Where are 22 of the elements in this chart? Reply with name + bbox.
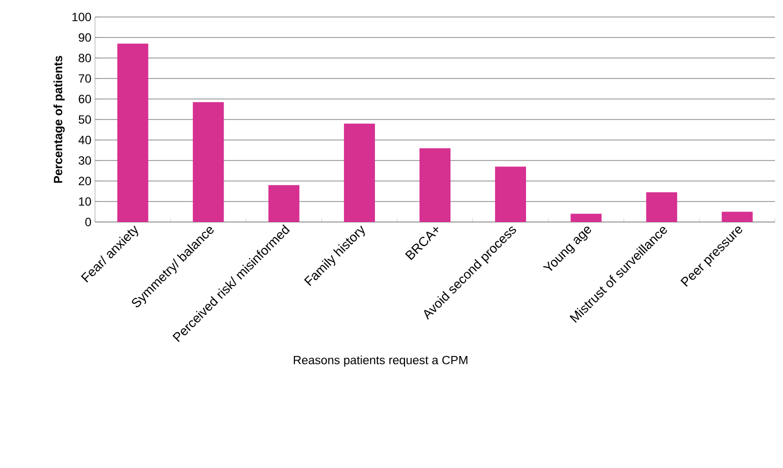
y-tick-label: 50 xyxy=(78,115,92,124)
bar xyxy=(117,44,148,222)
y-tick-label: 40 xyxy=(78,136,92,144)
y-tick-label: 20 xyxy=(78,176,92,186)
y-tick-label: 30 xyxy=(78,156,92,165)
y-tick-label: 90 xyxy=(78,33,92,42)
bar xyxy=(570,214,602,222)
bar xyxy=(722,212,753,222)
y-tick-label: 60 xyxy=(78,94,92,104)
x-axis-title: Reasons patients request a CPM xyxy=(294,356,468,367)
bar xyxy=(344,124,375,222)
y-tick-label: 0 xyxy=(85,218,92,226)
bar xyxy=(495,166,526,222)
y-tick-label: 70 xyxy=(78,74,92,83)
bar xyxy=(192,102,224,222)
bar xyxy=(268,185,300,222)
bar xyxy=(420,148,450,222)
y-tick-label: 80 xyxy=(78,54,92,62)
y-axis-title: Percentage of patients xyxy=(54,56,65,183)
bar xyxy=(646,192,678,222)
y-tick-label: 100 xyxy=(72,12,92,22)
y-tick-label: 10 xyxy=(79,197,92,206)
